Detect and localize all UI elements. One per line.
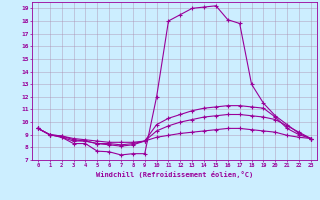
X-axis label: Windchill (Refroidissement éolien,°C): Windchill (Refroidissement éolien,°C) [96,171,253,178]
